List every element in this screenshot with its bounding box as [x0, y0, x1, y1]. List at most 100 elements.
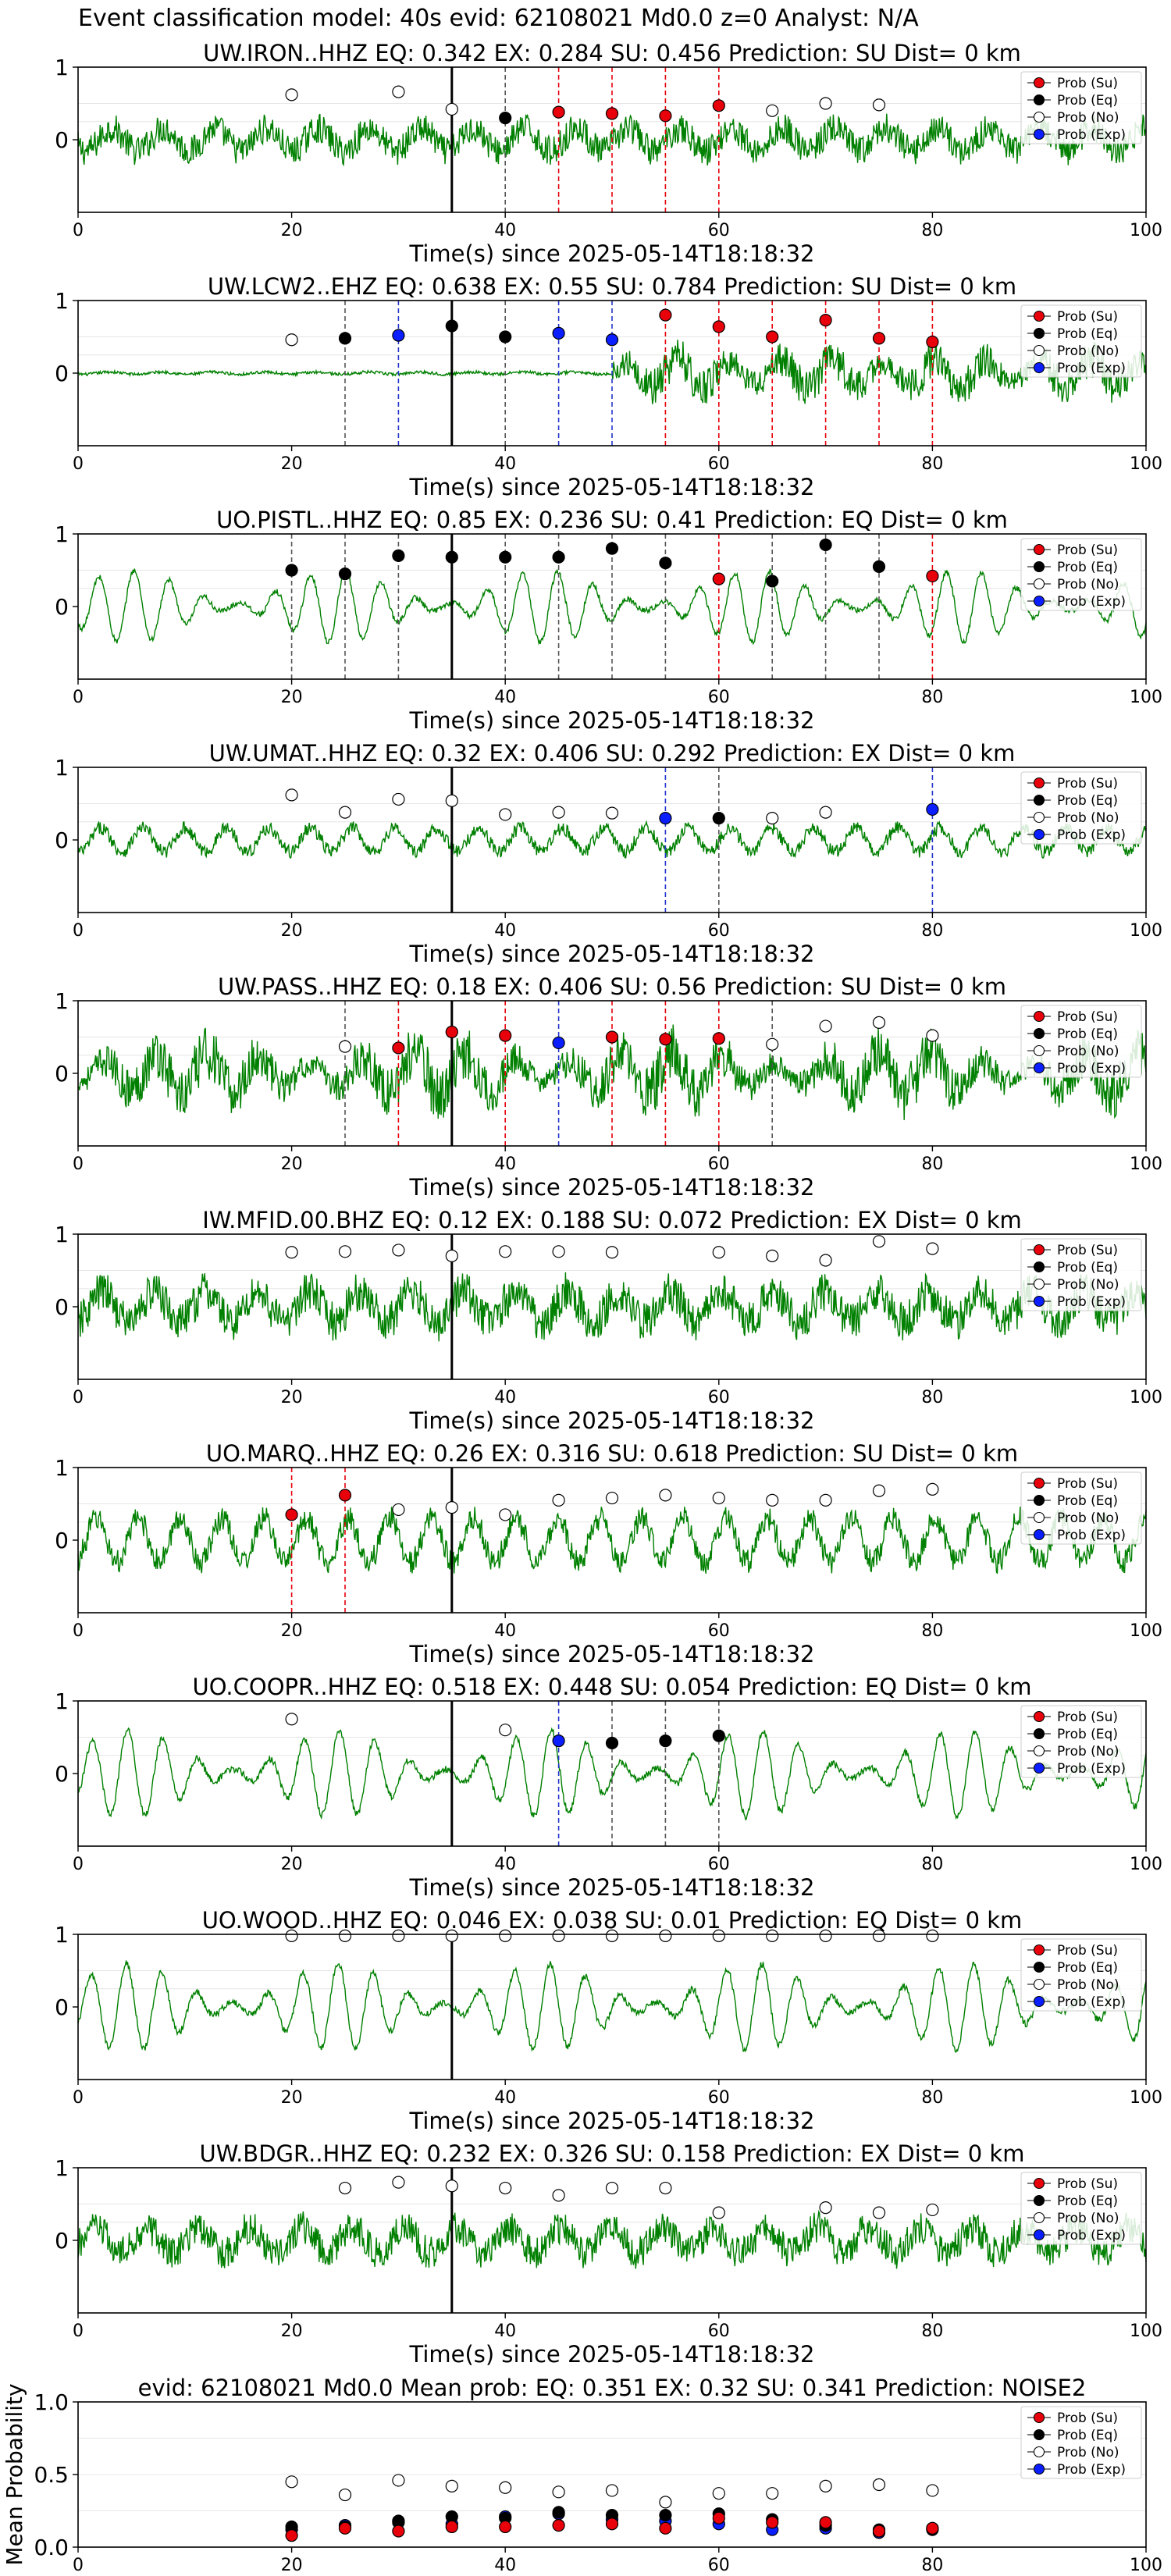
prob-marker-no: [445, 2179, 458, 2193]
legend-label: Prob (Exp): [1057, 1061, 1126, 1076]
legend-marker-su: [1033, 2177, 1045, 2190]
x-tick-label: 100: [1130, 454, 1162, 474]
x-axis-label: Time(s) since 2025-05-14T18:18:32: [409, 1407, 815, 1434]
x-tick-label: 80: [921, 688, 943, 707]
legend-label: Prob (Eq): [1057, 326, 1118, 342]
legend-label: Prob (Exp): [1057, 2228, 1126, 2243]
y-tick-label: 1: [55, 1222, 69, 1247]
legend-label: Prob (Eq): [1057, 1493, 1118, 1509]
prob-marker-su: [872, 332, 886, 345]
x-tick-label: 20: [281, 221, 303, 240]
legend-box: [1020, 304, 1142, 378]
prob-marker-eq: [659, 2508, 672, 2522]
x-axis-label: Time(s) since 2025-05-14T18:18:32: [409, 1641, 815, 1667]
y-tick-label: 0: [55, 594, 69, 620]
y-tick-label: 0: [55, 1294, 69, 1320]
legend-label: Prob (No): [1057, 110, 1119, 126]
prob-marker-exp: [659, 811, 672, 825]
y-tick-label: 1: [55, 1688, 69, 1714]
legend-box: [1020, 71, 1142, 144]
legend-box: [1020, 538, 1142, 611]
prob-marker-su: [712, 2511, 725, 2524]
legend-marker-su: [1033, 543, 1045, 556]
prob-marker-no: [712, 2206, 725, 2219]
x-tick-label: 0: [73, 1621, 84, 1641]
prob-marker-no: [552, 2189, 565, 2202]
x-tick-label: 100: [1130, 2088, 1162, 2108]
x-tick-label: 40: [494, 221, 516, 240]
prob-marker-no: [605, 1929, 619, 1942]
prob-marker-no: [445, 794, 458, 807]
legend-box: [1020, 771, 1142, 845]
panel-title: UW.PASS..HHZ EQ: 0.18 EX: 0.406 SU: 0.56…: [218, 973, 1006, 1000]
prob-marker-no: [445, 102, 458, 116]
y-tick-label: 0: [55, 2228, 69, 2254]
prob-marker-exp: [926, 802, 939, 817]
seismic-trace: [77, 1272, 1147, 1342]
prob-marker-no: [819, 97, 832, 110]
x-tick-label: 40: [494, 921, 516, 941]
prob-marker-no: [392, 792, 405, 806]
prob-marker-no: [285, 333, 298, 347]
legend-marker-no: [1033, 1745, 1045, 1757]
prob-marker-eq: [285, 564, 298, 577]
prob-marker-no: [659, 1929, 672, 1942]
x-tick-label: 20: [281, 1621, 303, 1641]
legend-marker-exp: [1033, 2229, 1045, 2241]
legend-marker-exp: [1033, 128, 1045, 141]
legend-marker-no: [1033, 2446, 1045, 2458]
prob-marker-eq: [712, 811, 725, 825]
prob-marker-su: [766, 2516, 779, 2529]
x-tick-label: 40: [494, 1621, 516, 1641]
prob-marker-su: [926, 569, 939, 583]
x-tick-label: 40: [494, 2322, 516, 2341]
prob-marker-su: [872, 2524, 886, 2538]
x-axis-label: Time(s) since 2025-05-14T18:18:32: [409, 2108, 815, 2134]
prob-marker-no: [766, 2487, 779, 2500]
prob-marker-su: [659, 2521, 672, 2535]
legend-label: Prob (Su): [1057, 309, 1118, 325]
prob-marker-no: [499, 1245, 512, 1258]
legend-marker-eq: [1033, 327, 1045, 340]
prob-marker-su: [819, 314, 832, 327]
legend: Prob (Su)Prob (Eq)Prob (No)Prob (Exp): [1020, 2172, 1142, 2245]
y-axis-label: Mean Probability: [2, 2383, 27, 2565]
legend-marker-no: [1033, 1511, 1045, 1524]
prob-marker-exp: [605, 333, 619, 347]
x-tick-label: 20: [281, 1155, 303, 1174]
legend-box: [1020, 1705, 1142, 1778]
legend-label: Prob (Eq): [1057, 560, 1118, 575]
prob-marker-no: [712, 1246, 725, 1259]
prob-marker-no: [445, 1501, 458, 1514]
x-tick-label: 20: [281, 1855, 303, 1874]
panel-title: UW.LCW2..EHZ EQ: 0.638 EX: 0.55 SU: 0.78…: [208, 273, 1016, 300]
seismic-trace: [77, 2209, 1147, 2269]
x-tick-label: 80: [921, 454, 943, 474]
prob-marker-no: [338, 1929, 352, 1942]
prob-marker-eq: [552, 2506, 565, 2519]
prob-marker-no: [499, 2181, 512, 2195]
prob-marker-no: [392, 1244, 405, 1257]
prob-marker-no: [872, 2478, 886, 2492]
legend-marker-su: [1033, 1944, 1045, 1956]
y-tick-label: 1: [55, 1922, 69, 1948]
legend-label: Prob (Exp): [1057, 361, 1126, 376]
prob-marker-eq: [605, 542, 619, 555]
legend-marker-eq: [1033, 2194, 1045, 2207]
x-tick-label: 80: [921, 2088, 943, 2108]
legend: Prob (Su)Prob (Eq)Prob (No)Prob (Exp): [1020, 771, 1142, 845]
prob-marker-no: [605, 2484, 619, 2497]
prob-marker-no: [285, 1246, 298, 1259]
y-tick-label: 0: [55, 1761, 69, 1787]
prob-marker-no: [338, 1245, 352, 1258]
legend-label: Prob (Su): [1057, 1243, 1118, 1258]
prob-marker-no: [766, 1929, 779, 1942]
prob-marker-su: [552, 2519, 565, 2532]
prob-marker-no: [552, 806, 565, 819]
legend-label: Prob (No): [1057, 577, 1119, 592]
prob-marker-no: [338, 1040, 352, 1053]
legend-marker-exp: [1033, 1062, 1045, 1074]
x-tick-label: 0: [73, 454, 84, 474]
legend-marker-su: [1033, 1477, 1045, 1489]
x-tick-label: 20: [281, 2556, 303, 2575]
